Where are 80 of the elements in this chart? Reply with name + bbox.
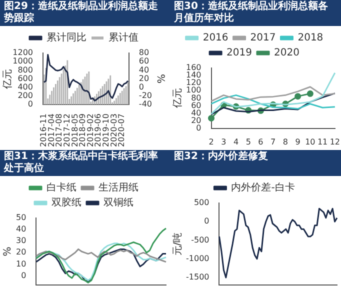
y-axis-title: 亿元 — [172, 88, 184, 110]
x-tick-label: 2018-09 — [78, 114, 88, 148]
y-tick-label: 800 — [18, 65, 33, 74]
x-tick-label: 2016-11 — [39, 114, 48, 148]
y-axis-title: 元/吨 — [172, 232, 184, 256]
x-tick-label: 2017-04 — [46, 114, 56, 148]
legend-label: 生活用纸 — [98, 182, 138, 194]
y-tick-label: 10 — [16, 259, 26, 268]
y-tick-label: 0 — [196, 123, 202, 132]
y-tick-label: 100 — [186, 86, 202, 95]
y-tick-label: 20 — [191, 116, 202, 125]
y-tick-label: 60 — [191, 100, 202, 110]
chart-title: 图31：木浆系纸品中白卡纸毛利率处于高位 — [0, 150, 170, 176]
y-tick-label: 40 — [191, 108, 202, 118]
y-tick-label: 80 — [191, 93, 202, 102]
y-tick-label: -500 — [191, 235, 210, 244]
y-tick-label: 30 — [16, 236, 26, 246]
x-tick-label: 4 — [233, 137, 239, 146]
x-tick-label: 10 — [305, 137, 316, 146]
y2-tick-label: -20 — [138, 91, 152, 100]
x-tick-label: 11 — [317, 137, 328, 146]
legend-label: 双铜纸 — [104, 196, 134, 209]
y-tick-label: -1000 — [186, 254, 210, 263]
legend-label: 累计值 — [108, 32, 138, 44]
point — [294, 93, 302, 100]
y-tick-label: 20 — [16, 248, 26, 257]
y2-tick-label: 20 — [138, 74, 150, 83]
point — [208, 114, 215, 122]
x-tick-label: 2017-08 — [54, 114, 64, 148]
y2-tick-label: 0 — [138, 82, 144, 92]
y-tick-label: 400 — [18, 82, 33, 92]
y2-tick-label: 60 — [138, 56, 150, 66]
y-tick-label: 0 — [28, 100, 33, 109]
y-tick-label: 50 — [16, 213, 26, 222]
x-tick-label: 6 — [258, 137, 264, 146]
y-tick-label: 120 — [186, 78, 202, 88]
x-tick-label: 2018-05 — [70, 114, 80, 148]
x-tick-label: 2020-03 — [109, 114, 118, 148]
legend-label: 白卡纸 — [46, 182, 76, 194]
y-tick-label: 160 — [186, 63, 202, 72]
legend-label: 内外价差-白卡 — [231, 182, 295, 194]
y-tick-label: 140 — [186, 70, 202, 80]
y-tick-label: 200 — [18, 91, 33, 100]
x-tick-label: 2019-02 — [86, 114, 95, 148]
x-tick-label: 2019-10 — [102, 114, 111, 148]
x-tick-label: 12 — [330, 137, 340, 146]
y2-axis-title: % — [154, 74, 166, 84]
chart-title: 图29：造纸及纸制品业利润总额走势跟踪 — [0, 0, 170, 26]
chart-title: 图32：内外价差修复 — [170, 150, 341, 176]
legend-label: 累计同比 — [46, 32, 86, 44]
legend-label: 2020 — [274, 48, 300, 59]
legend-label: 2019 — [226, 48, 252, 59]
x-tick-label: 2 — [208, 137, 214, 146]
y-tick-label: 500 — [194, 198, 210, 208]
x-tick-label: 5 — [246, 137, 251, 146]
point — [306, 90, 314, 97]
y-tick-label: 0 — [204, 216, 210, 226]
y-tick-label: 600 — [18, 74, 33, 83]
x-tick-label: 7 — [270, 137, 276, 146]
x-tick-label: 2017-12 — [62, 114, 72, 148]
y2-tick-label: -40 — [138, 100, 152, 109]
y-axis-title: 亿元 — [2, 68, 14, 90]
y-tick-label: 1200 — [12, 48, 33, 58]
y2-tick-label: 80 — [138, 48, 150, 58]
y-tick-label: -1500 — [186, 272, 210, 282]
y-tick-label: 0 — [21, 270, 26, 280]
x-tick-label: 2020-07 — [117, 114, 126, 148]
y2-tick-label: 40 — [138, 65, 150, 74]
x-tick-label: 2019-06 — [94, 114, 103, 148]
x-tick-label: 3 — [221, 137, 226, 146]
legend-label: 2017 — [250, 32, 276, 44]
legend-label: 2016 — [202, 32, 228, 44]
legend-label: 双胶纸 — [52, 196, 82, 209]
chart-title: 图30：造纸及纸制品业利润总额各月值历年对比 — [170, 0, 341, 26]
x-tick-label: 9 — [295, 137, 300, 146]
y-tick-label: 1000 — [12, 56, 33, 66]
y-tick-label: 40 — [16, 224, 26, 234]
y-axis-title: % — [2, 246, 14, 256]
x-tick-label: 8 — [282, 137, 288, 146]
legend-label: 2018 — [298, 32, 324, 44]
